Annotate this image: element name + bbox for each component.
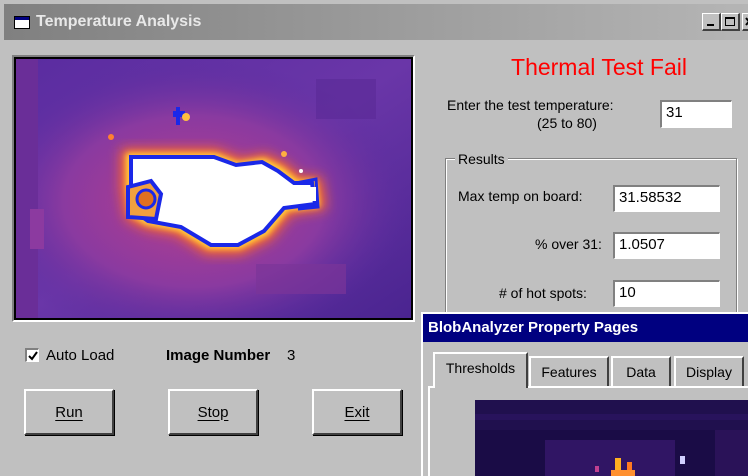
test-temperature-range-label: (25 to 80) (537, 115, 597, 131)
threshold-preview-image (475, 400, 748, 476)
window-title: Temperature Analysis (36, 13, 202, 30)
exit-button[interactable]: Exit (312, 389, 402, 435)
test-status-text: Thermal Test Fail (511, 54, 687, 80)
hot-spots-label: # of hot spots: (499, 285, 587, 301)
app-window-icon[interactable] (14, 16, 30, 29)
title-bar[interactable]: Temperature Analysis (4, 4, 748, 40)
tab-display[interactable]: Display (674, 356, 744, 386)
max-temp-label: Max temp on board: (458, 188, 583, 204)
max-temp-value: 31.58532 (613, 185, 720, 212)
auto-load-label[interactable]: Auto Load (46, 347, 115, 364)
close-icon[interactable] (742, 13, 748, 31)
tab-features[interactable]: Features (529, 356, 609, 386)
percent-over-value: 1.0507 (613, 232, 720, 259)
run-button[interactable]: Run (24, 389, 114, 435)
test-temperature-label: Enter the test temperature: (447, 97, 614, 113)
image-number-value: 3 (287, 347, 296, 364)
hot-spots-value: 10 (613, 280, 720, 307)
thermal-image (12, 55, 415, 322)
maximize-icon[interactable] (721, 13, 740, 31)
tab-thresholds[interactable]: Thresholds (433, 352, 528, 388)
percent-over-label: % over 31: (535, 236, 602, 252)
tab-data[interactable]: Data (611, 356, 671, 386)
image-number-label: Image Number (166, 347, 271, 364)
blob-analyzer-property-pages: BlobAnalyzer Property Pages Thresholds F… (421, 312, 748, 476)
property-pages-title[interactable]: BlobAnalyzer Property Pages (423, 314, 748, 342)
auto-load-checkbox[interactable] (25, 348, 39, 362)
test-temperature-input[interactable]: 31 (660, 100, 732, 128)
thresholds-tab-panel (428, 386, 748, 476)
results-group-label: Results (455, 151, 508, 167)
stop-button[interactable]: Stop (168, 389, 258, 435)
minimize-icon[interactable] (702, 13, 721, 31)
